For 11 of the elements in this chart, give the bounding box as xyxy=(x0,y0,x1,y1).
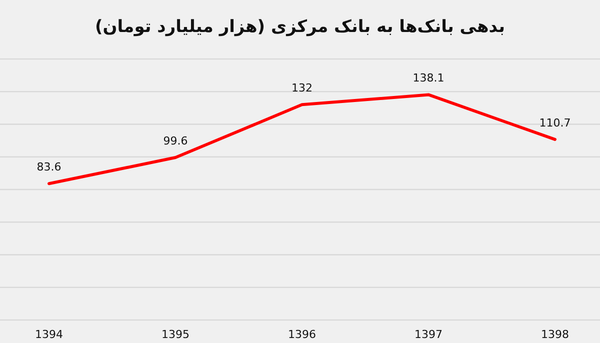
chart-title: بدهی بانک‌ها به بانک مرکزی (هزار میلیارد تومان) xyxy=(95,17,505,37)
data-label: 99.6 xyxy=(163,134,188,148)
data-label: 110.7 xyxy=(539,116,571,130)
x-tick-label: 1395 xyxy=(162,328,190,341)
x-tick-label: 1397 xyxy=(414,328,442,341)
x-tick-label: 1394 xyxy=(35,328,63,341)
x-tick-label: 1396 xyxy=(288,328,316,341)
x-tick-label: 1398 xyxy=(541,328,569,341)
data-label: 83.6 xyxy=(36,160,62,174)
data-label: 132 xyxy=(292,82,312,95)
data-label: 138.1 xyxy=(412,72,444,85)
